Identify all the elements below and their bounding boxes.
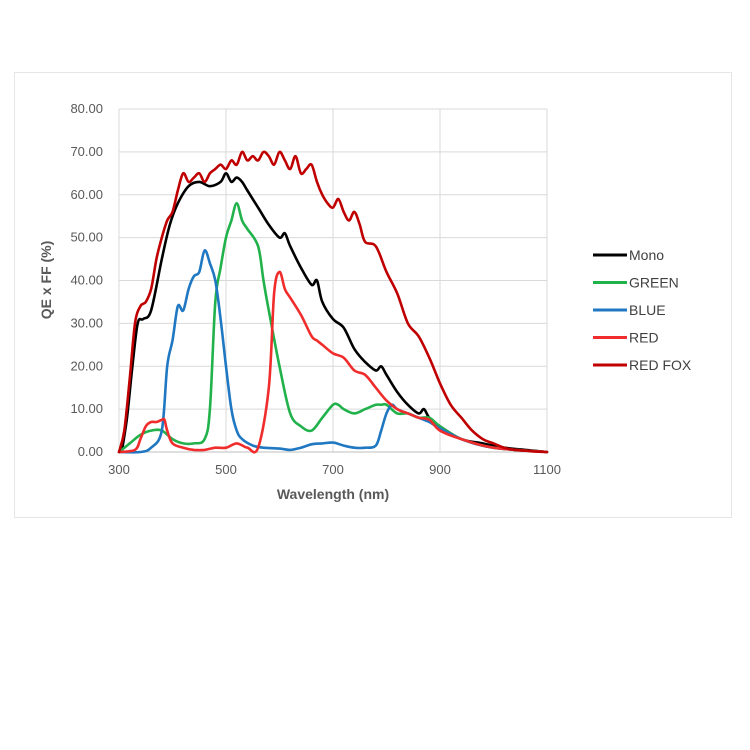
y-tick-label: 0.00 (78, 444, 103, 459)
x-tick-label: 700 (322, 462, 344, 477)
legend-item: RED (593, 330, 659, 346)
legend-label: RED FOX (629, 357, 692, 373)
y-tick-label: 60.00 (70, 187, 103, 202)
series-line-red-fox (117, 150, 549, 454)
grid-layer (118, 108, 548, 453)
x-tick-label: 300 (108, 462, 130, 477)
tick-layer: 0.00 10.00 20.00 30.00 40.00 50.00 60.00 70.00 8… (70, 101, 561, 477)
legend: Mono GREEN BLUE RED RED FOX (593, 247, 692, 373)
legend-label: BLUE (629, 302, 666, 318)
series-layer (117, 150, 549, 454)
y-tick-label: 70.00 (70, 144, 103, 159)
series-line-mono (120, 172, 549, 454)
y-tick-label: 80.00 (70, 101, 103, 116)
x-axis-title: Wavelength (nm) (277, 486, 389, 502)
y-axis-title: QE x FF (%) (38, 241, 54, 320)
y-tick-label: 30.00 (70, 315, 103, 330)
legend-item: BLUE (593, 302, 666, 318)
legend-item: GREEN (593, 275, 679, 291)
y-tick-label: 50.00 (70, 230, 103, 245)
y-tick-label: 40.00 (70, 273, 103, 288)
legend-item: Mono (593, 247, 664, 263)
legend-label: RED (629, 330, 659, 346)
y-tick-label: 10.00 (70, 401, 103, 416)
series-line-red (117, 270, 549, 454)
chart-frame: 0.00 10.00 20.00 30.00 40.00 50.00 60.00 70.00 8… (14, 72, 732, 518)
qe-chart: 0.00 10.00 20.00 30.00 40.00 50.00 60.00 70.00 8… (38, 101, 692, 502)
x-tick-label: 500 (215, 462, 237, 477)
y-tick-label: 20.00 (70, 358, 103, 373)
legend-label: GREEN (629, 275, 679, 291)
legend-item: RED FOX (593, 357, 692, 373)
legend-label: Mono (629, 247, 664, 263)
x-tick-label: 1100 (533, 462, 561, 477)
x-tick-label: 900 (429, 462, 451, 477)
series-line-green (117, 202, 549, 454)
